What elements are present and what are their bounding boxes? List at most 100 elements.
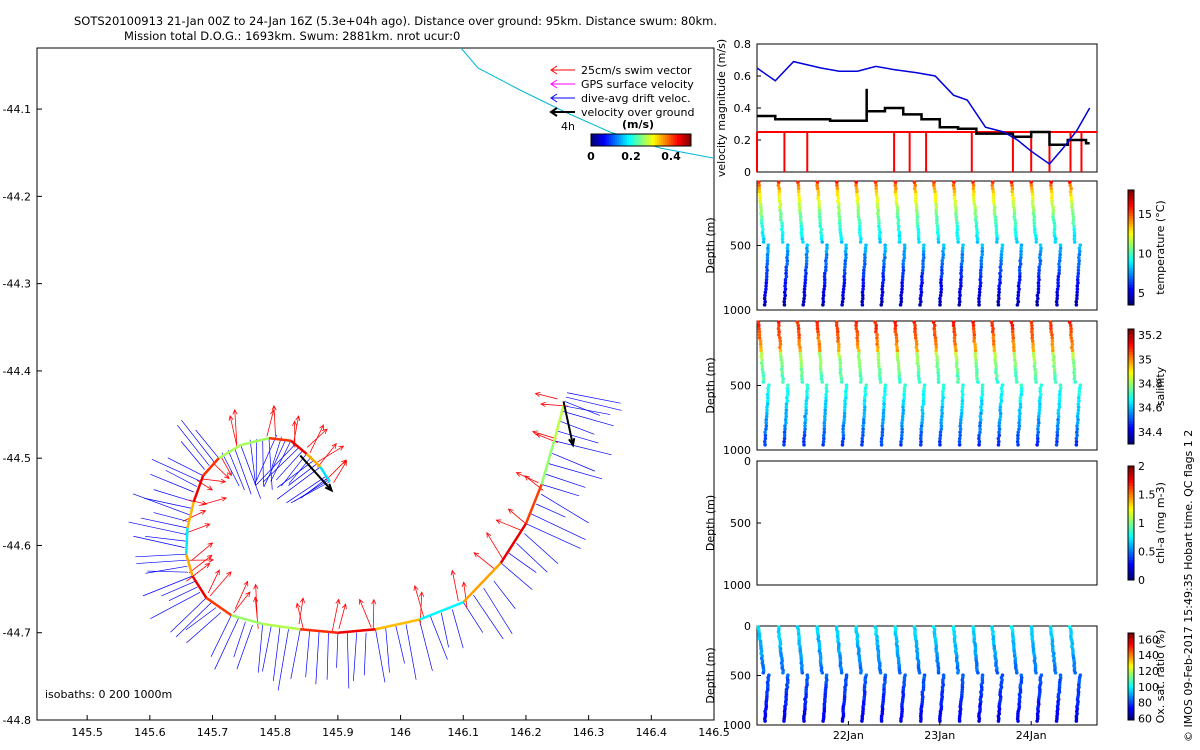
temperature-point [914,205,919,210]
salinity-point [1055,433,1060,438]
track-segment [499,522,527,564]
temperature-point [798,205,802,210]
map-y-tick-label: -44.8 [3,714,31,727]
temperature-point [824,255,829,260]
oxygen-point [1053,671,1058,675]
track-segment [300,627,339,634]
chl-a-colorbar-cell [1128,483,1134,487]
chl-a-y-tick-label: 500 [730,517,751,530]
salinity-point [918,436,923,441]
salinity-point [978,427,982,431]
temperature-point [799,224,804,229]
temperature-point [799,227,804,232]
temperature-point [999,255,1004,260]
temperature-point [1016,284,1021,288]
temperature-point [824,265,828,269]
salinity-point [917,377,921,381]
salinity-point [1050,333,1054,337]
salinity-colorbar-cell [1128,334,1134,339]
temperature-point [878,240,882,244]
swim-vector [508,508,528,525]
swim-vector-head [207,542,214,548]
salinity-colorbar-cell [1128,389,1134,393]
salinity-point [998,414,1003,419]
salinity-point [779,367,784,372]
oxygen-colorbar-cell [1128,678,1134,682]
salinity-point [1053,377,1057,381]
salinity-point [960,408,964,413]
temperature-point [857,230,862,235]
chl-a-colorbar-cell [1128,545,1134,550]
temperature-point [901,265,906,269]
temperature-point [1030,186,1034,191]
salinity-colorbar-cell [1128,380,1134,385]
swim-vector [188,555,213,574]
temperature-point [979,262,984,266]
salinity-point [778,345,782,350]
salinity-point [836,336,840,340]
salinity-point [822,427,827,431]
chl-a-colorbar-cell [1128,477,1134,481]
salinity-point [916,364,921,369]
temperature-point [935,230,940,235]
colorbar-cell [649,134,652,146]
oxygen-colorbar-cell [1128,702,1134,706]
temperature-point [959,281,963,285]
drift-vector [140,517,188,529]
salinity-point [977,439,982,444]
salinity-point [992,345,997,350]
temperature-point [899,299,904,304]
salinity-point [932,323,937,328]
chl-a-colorbar-cell [1128,505,1134,510]
temperature-point [1057,262,1061,266]
temperature-point [1075,277,1080,282]
temperature-point [784,271,788,276]
salinity-colorbar-cell [1128,423,1134,428]
salinity-point [862,395,867,400]
salinity-point [921,399,926,403]
swim-vector [535,393,558,400]
temperature-colorbar-cell [1128,213,1134,217]
salinity-point [861,430,865,435]
temperature-point [757,189,762,194]
temperature-point [1013,221,1018,225]
temperature-point [1016,299,1021,304]
salinity-point [841,427,845,431]
salinity-point [972,339,976,343]
temperature-point [805,246,809,251]
salinity-point [777,333,781,337]
salinity-point [919,433,923,438]
temperature-point [817,208,822,213]
temperature-point [862,268,866,273]
temperature-point [895,211,900,216]
temperature-point [804,252,809,257]
salinity-point [854,320,859,325]
drift-vector [145,535,186,542]
oxygen-point [918,719,923,723]
salinity-point [854,326,859,331]
temperature-point [1055,287,1060,291]
legend-swatch-head [550,65,558,75]
colorbar-cell [665,134,668,146]
salinity-point [823,411,827,416]
salinity-point [1055,439,1059,444]
temperature-point [875,211,880,216]
temperature-point [998,271,1002,276]
temperature-point [838,230,843,235]
drift-vector [288,456,312,484]
temperature-point [863,255,867,260]
salinity-point [761,370,765,375]
chl-a-colorbar-frame [1127,465,1135,581]
salinity-point [784,421,788,425]
temperature-point [1032,224,1037,229]
temperature-point [1052,227,1057,232]
temperature-point [978,277,982,282]
colorbar-cell [655,134,658,146]
oxygen-colorbar-cell [1128,676,1134,680]
temperature-point [1000,243,1005,247]
temperature-point [780,227,784,232]
salinity-point [837,342,841,347]
temperature-point [1052,221,1057,225]
salinity-point [1055,424,1060,428]
